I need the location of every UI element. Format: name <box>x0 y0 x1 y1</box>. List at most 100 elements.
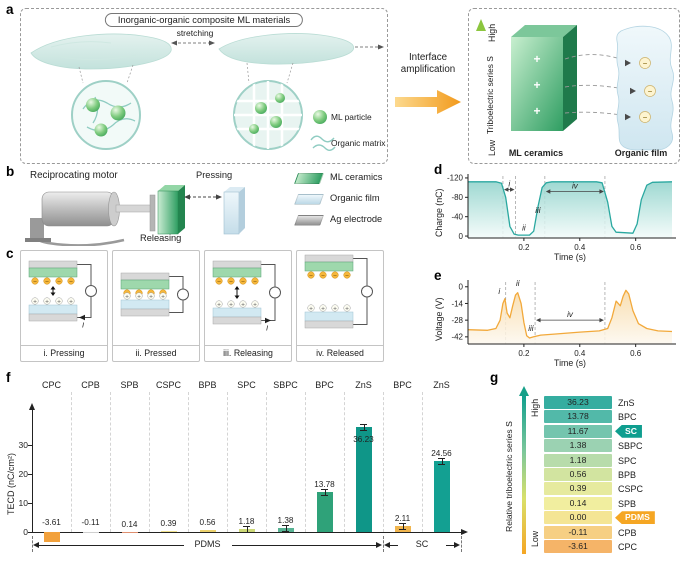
pressing-label: Pressing <box>196 170 233 180</box>
state-box-pressing: − + − + − + − + I i. Pressing <box>20 250 108 362</box>
positive-charge-icon <box>31 297 39 305</box>
panel-d-label: d <box>434 162 443 177</box>
svg-text:+: + <box>321 305 325 312</box>
triboelectric-series-box: + + + − − − High Triboelectric series S … <box>468 8 680 164</box>
error-bar <box>246 525 248 532</box>
negative-charge-icon <box>43 277 51 285</box>
series-name-tag: SC <box>615 424 642 438</box>
y-tick-label: 20 <box>18 469 28 479</box>
svg-text:+: + <box>309 305 313 312</box>
error-bar-cap <box>243 525 250 527</box>
series-axis-label: Triboelectric series S <box>485 56 495 134</box>
bar-value-label: 36.23 <box>353 434 374 444</box>
x-tick-label: 0.2 <box>518 243 530 252</box>
panel-g: g Relative triboelectric series S High L… <box>486 370 685 561</box>
low-label: Low <box>487 139 497 157</box>
error-bar-cap <box>321 495 328 497</box>
bar-value-label: -0.11 <box>81 518 100 527</box>
organic-matrix-label: Organic matrix <box>331 138 386 148</box>
composite-materials-box: Inorganic-organic composite ML materials… <box>20 8 388 164</box>
x-tick-label: 0.6 <box>630 243 642 252</box>
motor-cable <box>35 229 125 246</box>
negative-charge-icon <box>251 277 259 285</box>
negative-charge-icon <box>227 277 235 285</box>
x-tick-label: 0.4 <box>574 243 586 252</box>
positive-charge-icon <box>123 292 131 300</box>
x-tick-label: 0.6 <box>630 349 642 358</box>
panel-e-label: e <box>434 268 442 283</box>
top-electrode <box>28 260 78 269</box>
magnified-matrix-view <box>71 80 141 150</box>
bar <box>82 532 99 533</box>
organic-film-layer <box>120 299 170 310</box>
motor-rod <box>115 204 153 213</box>
meter-icon <box>177 288 189 301</box>
series-name-label: CPB <box>618 527 637 538</box>
meter-icon <box>361 285 373 298</box>
state-caption: i. Pressing <box>21 345 107 361</box>
state-caption: iii. Releasing <box>205 345 291 361</box>
y-tick-label: 0 <box>459 283 464 292</box>
group-boundary <box>32 536 33 552</box>
series-name-label: CPC <box>618 542 638 552</box>
y-tick <box>28 503 32 504</box>
series-name-tag: PDMS <box>615 511 655 525</box>
positive-charge-icon <box>319 304 327 312</box>
state-box-released: − + − + − + − + iv. Released <box>296 250 384 362</box>
negative-charge-icon <box>31 277 39 285</box>
error-bar <box>402 522 404 529</box>
series-gradient-arrow <box>522 396 526 554</box>
negative-charge-icon <box>239 277 247 285</box>
interface-amplification-label: Interface amplification <box>389 52 467 76</box>
time-axis-label: Time (s) <box>554 252 586 262</box>
positive-charge-icon <box>343 304 351 312</box>
high-label: High <box>530 398 540 418</box>
series-value-cell: 0.56 <box>544 468 612 481</box>
bar <box>160 530 177 532</box>
bar <box>355 426 372 532</box>
error-bar-cap <box>243 531 250 533</box>
panel-e: e Voltage (V) 0 -14 -28 -42 0.2 0.4 0.6 i ii iii i… <box>434 268 685 374</box>
annotation-label: i <box>498 287 500 296</box>
category-separator <box>71 392 72 532</box>
category-label: CPB <box>81 380 100 390</box>
positive-charge-icon <box>147 292 155 300</box>
annotation-label: i <box>508 180 510 189</box>
circuit-wire <box>169 276 184 313</box>
category-label: CSPC <box>155 380 181 390</box>
negative-charge-icon <box>215 277 223 285</box>
group-boundary <box>383 536 384 552</box>
category-separator <box>344 392 345 532</box>
group-boundary <box>461 536 462 552</box>
bar-value-label: 2.11 <box>394 513 411 523</box>
svg-text:+: + <box>45 298 49 305</box>
x-tick-label: 0.2 <box>518 349 530 358</box>
bar-value-label: 0.14 <box>121 519 138 529</box>
error-bar-cap <box>399 528 406 530</box>
panel-d: d Charge (nC) -120 -80 -40 0 0.2 0.4 0.6 i ii iii… <box>434 162 685 268</box>
annotation-label: ii <box>516 279 520 288</box>
arrowhead-icon <box>536 317 541 323</box>
series-name-label: SBPC <box>618 441 643 452</box>
category-separator <box>110 392 111 532</box>
bottom-electrode <box>120 308 170 317</box>
error-bar-cap <box>438 457 445 459</box>
pressed-diagram: −+−+−+−+ <box>120 272 189 317</box>
svg-text:−: − <box>345 272 349 279</box>
releasing-label: Releasing <box>140 233 182 243</box>
series-name-label: SPC <box>618 455 637 466</box>
bar <box>433 460 450 532</box>
arrowhead-icon <box>545 189 551 194</box>
y-tick-label: 0 <box>459 232 464 241</box>
svg-text:+: + <box>217 301 221 308</box>
error-bar-cap <box>282 530 289 532</box>
svg-text:+: + <box>125 293 129 300</box>
bar-value-label: 1.18 <box>238 516 255 526</box>
interface-label-line2: amplification <box>400 63 456 75</box>
category-separator <box>422 392 423 532</box>
svg-text:−: − <box>217 278 221 285</box>
y-tick <box>28 445 32 446</box>
svg-text:+: + <box>137 293 141 300</box>
svg-text:+: + <box>69 298 73 305</box>
